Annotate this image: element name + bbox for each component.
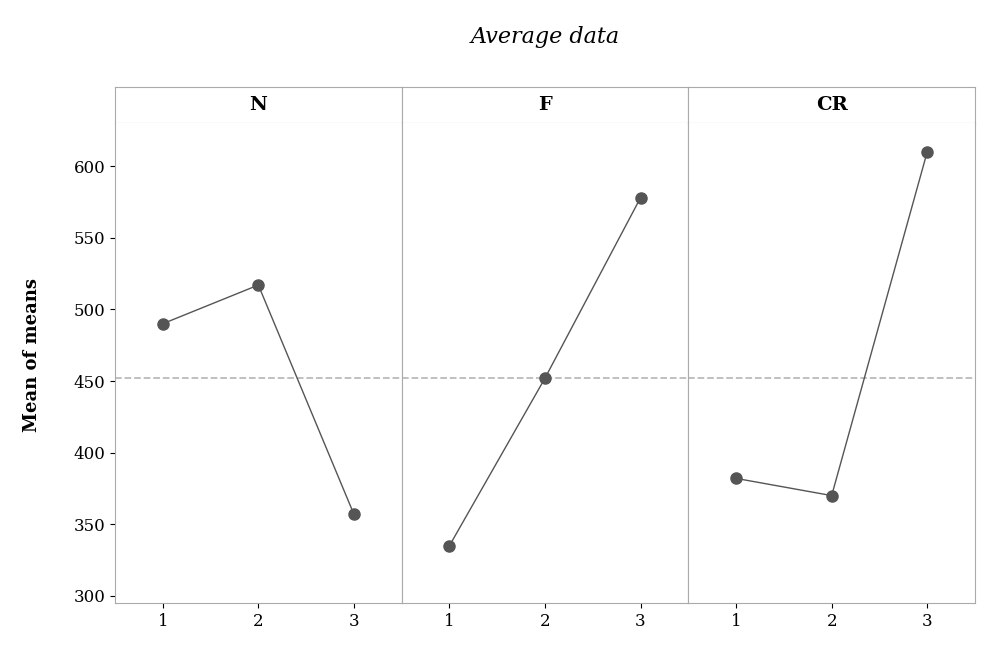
Text: F: F — [538, 96, 552, 114]
Text: Average data: Average data — [470, 26, 620, 48]
Text: Mean of means: Mean of means — [23, 278, 41, 432]
Text: CR: CR — [816, 96, 848, 114]
Text: N: N — [249, 96, 267, 114]
